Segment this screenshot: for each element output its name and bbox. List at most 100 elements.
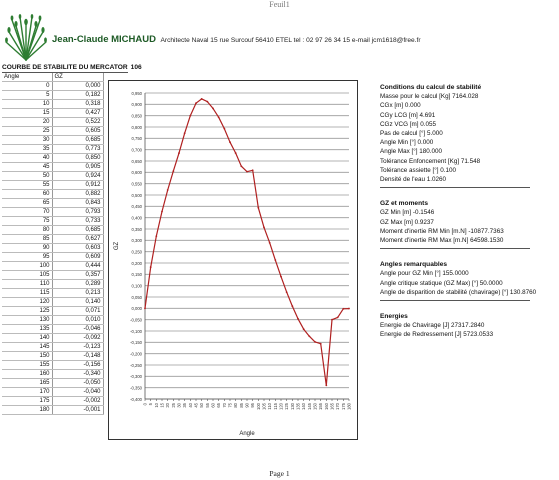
angle-cell: 70 (2, 207, 53, 218)
x-tick-label: 55 (205, 402, 210, 407)
x-tick-label: 165 (330, 402, 335, 410)
y-tick-label: 0,400 (132, 215, 143, 220)
gz-data-point (195, 102, 197, 105)
x-tick-label: 175 (341, 402, 346, 410)
angle-cell: 45 (2, 162, 53, 173)
gz-data-point (172, 170, 175, 173)
moments-line: GZ Max [m] 0.9237 (380, 218, 434, 226)
angle-cell: 100 (2, 261, 53, 272)
x-tick-label: 50 (199, 402, 204, 407)
gz-cell: 0,627 (52, 234, 104, 245)
x-tick-label: 100 (256, 402, 261, 410)
x-tick-label: 85 (239, 402, 244, 407)
table-row: 80 0,685 (2, 225, 104, 236)
gz-data-point (223, 127, 226, 130)
conditions-line: Tolérance assiette [°] 0.100 (380, 166, 457, 174)
gz-data-point (342, 307, 345, 310)
gz-data-point (251, 169, 254, 172)
x-tick-label: 120 (279, 402, 284, 410)
angle-cell: 110 (2, 279, 53, 290)
gz-data-point (189, 114, 192, 117)
angle-cell: 15 (2, 108, 53, 119)
gz-data-point (297, 317, 299, 320)
gz-data-point (161, 210, 163, 213)
y-tick-label: -0,150 (130, 340, 143, 345)
y-tick-label: -0,100 (130, 329, 143, 334)
table-row: 90 0,603 (2, 243, 104, 254)
y-tick-label: 0,200 (132, 261, 143, 266)
gz-cell: -0,340 (52, 369, 104, 380)
gz-cell: 0,289 (52, 279, 104, 290)
gz-cell: 0,793 (52, 207, 104, 218)
divider (380, 248, 530, 250)
gz-cell: 0,605 (52, 126, 104, 137)
angle-cell: 180 (2, 405, 53, 416)
conditions-title: Conditions du calcul de stabilité (380, 84, 482, 91)
angle-cell: 35 (2, 144, 53, 155)
y-tick-label: 0,800 (132, 125, 143, 130)
table-row: 165 -0,050 (2, 378, 104, 389)
gz-data-point (183, 132, 186, 135)
x-tick-label: 25 (171, 402, 176, 407)
x-tick-label: 80 (233, 402, 238, 407)
y-tick-label: -0,250 (130, 363, 143, 368)
x-tick-label: 160 (324, 402, 329, 410)
gz-data-point (234, 152, 237, 154)
logo-sheaf-icon (5, 14, 47, 61)
x-tick-label: 135 (296, 402, 301, 410)
angle-cell: 60 (2, 189, 53, 200)
table-row: 85 0,627 (2, 234, 104, 245)
gz-data-point (257, 206, 260, 209)
x-tick-label: 155 (318, 402, 323, 410)
angles-list: Angle pour GZ Min [°] 155.0000 Angle crit… (380, 269, 558, 297)
moments-title: GZ et moments (380, 200, 428, 208)
page-header: Feuil1 (269, 0, 290, 9)
y-tick-label: 0,550 (132, 181, 143, 186)
gz-data-point (348, 307, 350, 310)
energies-line: Energie de Redressement [J] 5723.0533 (380, 331, 494, 339)
conditions-line: Densité de l'eau 1.0260 (380, 176, 446, 184)
angle-cell: 150 (2, 351, 53, 362)
gz-data-point (149, 266, 152, 268)
angle-cell: 155 (2, 360, 53, 371)
table-row: 75 0,733 (2, 216, 104, 227)
table-row: 150 -0,148 (2, 351, 104, 362)
gz-cell: 0,071 (52, 306, 104, 317)
gz-cell: 0,773 (52, 144, 104, 155)
gz-data-point (144, 307, 146, 310)
conditions-list: Masse pour le calcul [Kg] 7164.028 CGx [m… (380, 92, 558, 184)
angle-cell: 115 (2, 288, 53, 299)
conditions-line: CGy LCG [m] 4.691 (380, 111, 436, 119)
sheet-title: COURBE DE STABILITE DU MERCATOR 106 (2, 64, 142, 73)
table-row: 15 0,427 (2, 108, 104, 119)
gz-cell: 0,182 (52, 90, 104, 101)
table-row: 30 0,685 (2, 135, 104, 146)
moments-line: GZ Min [m] -0.1546 (380, 209, 435, 217)
table-body: 0 0,000 5 0,182 10 0,318 15 0,427 20 0,522 25 0,605… (2, 81, 104, 416)
gz-data-point (280, 275, 282, 278)
gz-cell: -0,040 (52, 387, 104, 398)
gz-data-point (229, 141, 231, 144)
angle-cell: 90 (2, 243, 53, 254)
y-tick-label: 0,650 (132, 159, 143, 164)
y-tick-label: -0,200 (130, 351, 143, 356)
gz-cell: 0,924 (52, 171, 104, 182)
conditions-line: Angle Min [°] 0.000 (380, 139, 434, 147)
y-tick-label: 0,450 (132, 204, 143, 209)
divider (380, 300, 530, 302)
letterhead: Jean-Claude MICHAUD Architecte Naval 15 … (52, 34, 421, 45)
gz-cell: -0,001 (52, 405, 104, 416)
table-header-row: Angle GZ (2, 73, 104, 83)
table-row: 105 0,357 (2, 270, 104, 281)
y-tick-label: 0,500 (132, 193, 143, 198)
angle-cell: 5 (2, 90, 53, 101)
x-tick-label: 10 (154, 402, 159, 407)
moments-list: GZ Min [m] -0.1546 GZ Max [m] 0.9237 Momen… (380, 208, 558, 245)
gz-data-point (217, 116, 220, 119)
table-row: 55 0,912 (2, 180, 104, 191)
y-tick-label: 0,700 (132, 147, 143, 152)
angle-cell: 30 (2, 135, 53, 146)
gz-cell: 0,213 (52, 288, 104, 299)
gz-cell: 0,318 (52, 99, 104, 110)
gz-cell: 0,685 (52, 135, 104, 146)
